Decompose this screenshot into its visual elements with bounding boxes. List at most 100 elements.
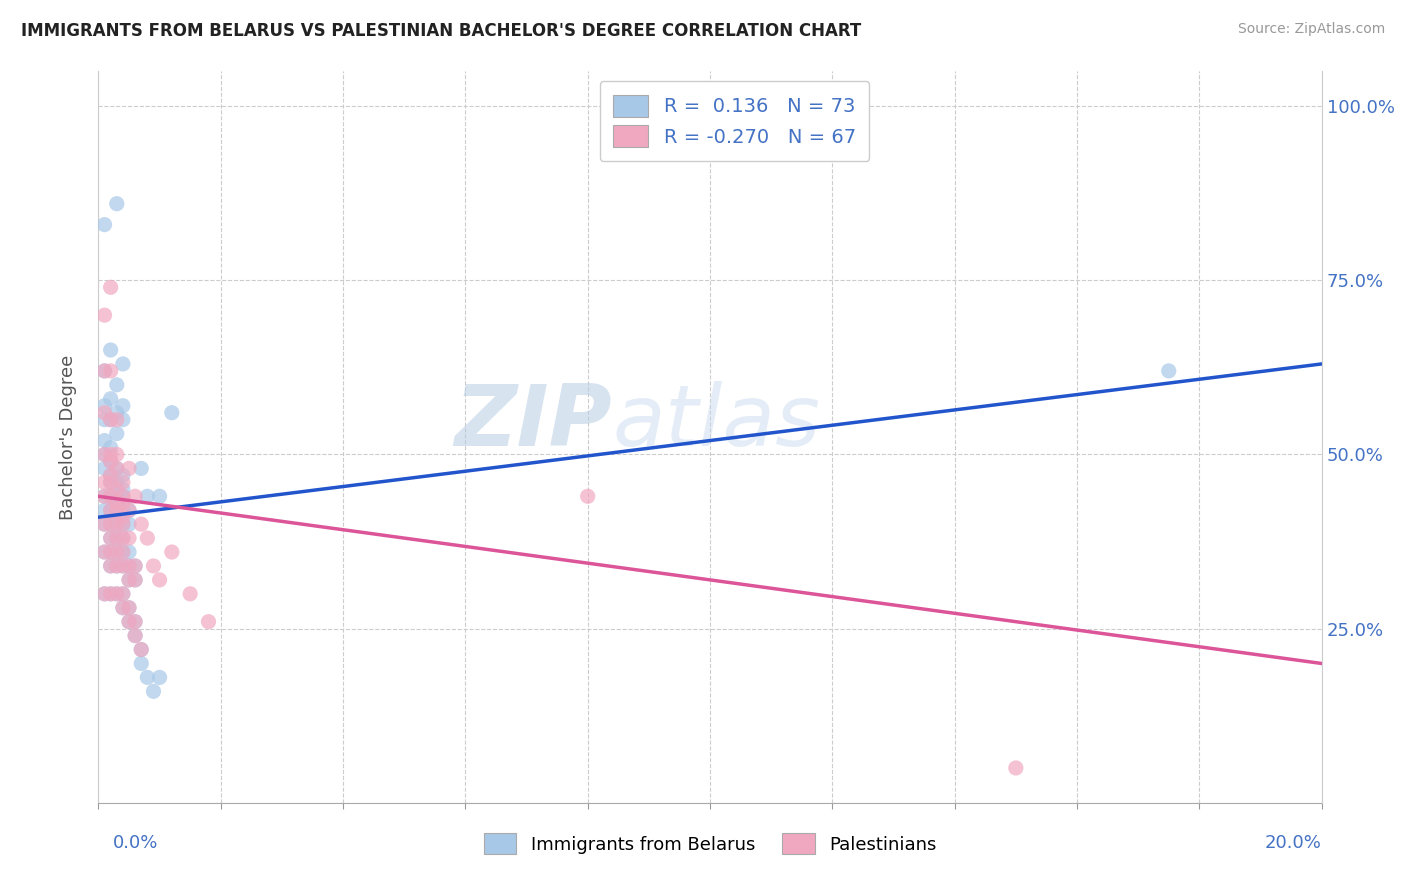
Point (118, 615, 141, 629)
Point (111, 558, 134, 573)
Point (111, 503, 134, 517)
Point (111, 399, 134, 413)
Point (111, 587, 134, 601)
Point (118, 503, 141, 517)
Point (142, 684, 165, 698)
Point (118, 517, 141, 532)
Point (93, 489, 115, 503)
Point (118, 600, 141, 615)
Point (100, 364, 122, 378)
Point (93, 364, 115, 378)
Point (136, 670, 159, 684)
Point (105, 496, 128, 510)
Point (100, 517, 122, 532)
Point (100, 531, 122, 545)
Point (105, 503, 128, 517)
Point (93, 218, 115, 232)
Point (100, 468, 122, 483)
Point (124, 558, 146, 573)
Point (100, 517, 122, 532)
Point (105, 517, 128, 532)
Point (105, 545, 128, 559)
Point (111, 483, 134, 497)
Point (118, 503, 141, 517)
Point (105, 406, 128, 420)
Point (105, 545, 128, 559)
Point (100, 412, 122, 426)
Legend: Immigrants from Belarus, Palestinians: Immigrants from Belarus, Palestinians (471, 821, 949, 867)
Point (93, 406, 115, 420)
Point (111, 558, 134, 573)
Point (111, 510, 134, 524)
Point (100, 587, 122, 601)
Point (105, 461, 128, 475)
Point (105, 587, 128, 601)
Point (124, 629, 146, 643)
Point (118, 573, 141, 587)
Point (111, 412, 134, 426)
Point (93, 475, 115, 490)
Point (93, 364, 115, 378)
Point (197, 615, 219, 629)
Point (93, 489, 115, 503)
Point (100, 454, 122, 468)
Point (93, 434, 115, 448)
Text: IMMIGRANTS FROM BELARUS VS PALESTINIAN BACHELOR'S DEGREE CORRELATION CHART: IMMIGRANTS FROM BELARUS VS PALESTINIAN B… (21, 22, 862, 40)
Point (105, 531, 128, 545)
Point (105, 517, 128, 532)
Point (105, 496, 128, 510)
Point (129, 642, 152, 657)
Point (100, 489, 122, 503)
Point (124, 615, 146, 629)
Point (111, 600, 134, 615)
Point (149, 573, 172, 587)
Point (118, 615, 141, 629)
Point (100, 412, 122, 426)
Point (129, 642, 152, 657)
Point (111, 531, 134, 545)
Point (111, 489, 134, 503)
Point (100, 280, 122, 294)
Point (93, 545, 115, 559)
Point (100, 475, 122, 490)
Point (118, 573, 141, 587)
Point (142, 558, 165, 573)
Point (105, 483, 128, 497)
Point (576, 489, 599, 503)
Point (100, 392, 122, 406)
Point (105, 412, 128, 426)
Point (136, 489, 159, 503)
Point (100, 448, 122, 462)
Point (105, 489, 128, 503)
Point (118, 558, 141, 573)
Point (149, 489, 172, 503)
Point (93, 545, 115, 559)
Point (93, 503, 115, 517)
Point (93, 587, 115, 601)
Point (93, 517, 115, 532)
Y-axis label: Bachelor's Degree: Bachelor's Degree (59, 354, 77, 520)
Point (100, 545, 122, 559)
Point (93, 399, 115, 413)
Point (111, 475, 134, 490)
Point (179, 587, 201, 601)
Point (105, 196, 128, 211)
Point (100, 558, 122, 573)
Point (105, 587, 128, 601)
Point (124, 629, 146, 643)
Point (105, 448, 128, 462)
Point (118, 531, 141, 545)
Point (111, 517, 134, 532)
Point (129, 461, 152, 475)
Point (1004, 761, 1026, 775)
Point (100, 454, 122, 468)
Point (111, 600, 134, 615)
Point (118, 461, 141, 475)
Point (105, 558, 128, 573)
Point (111, 545, 134, 559)
Point (105, 426, 128, 441)
Point (118, 600, 141, 615)
Point (111, 357, 134, 371)
Point (105, 531, 128, 545)
Point (100, 441, 122, 455)
